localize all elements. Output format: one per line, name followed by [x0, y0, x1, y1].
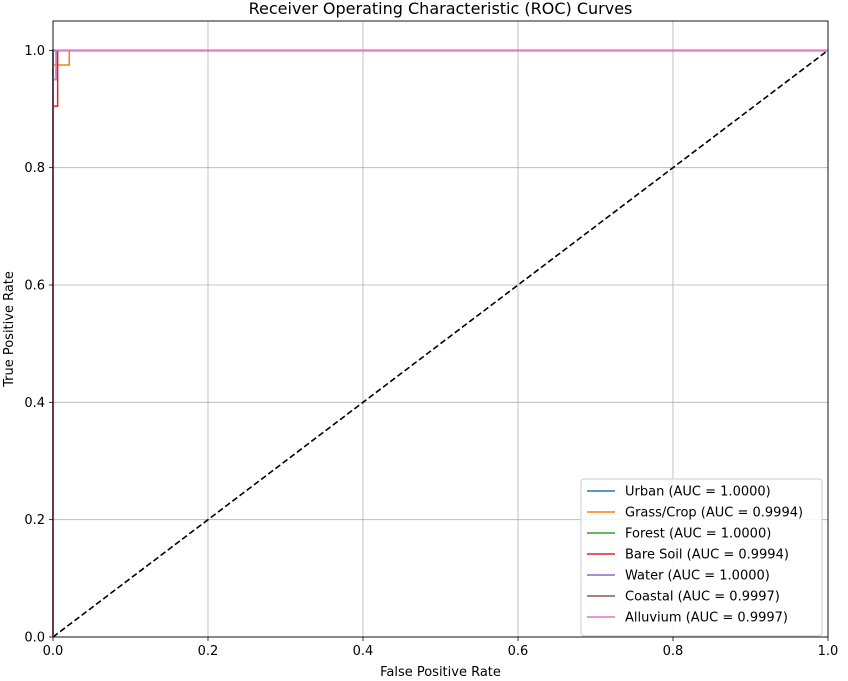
reference-line-group: [52, 49, 829, 638]
x-axis-label: False Positive Rate: [380, 665, 501, 680]
x-tick-label: 0.6: [508, 644, 529, 659]
y-axis-label: True Positive Rate: [2, 271, 17, 388]
legend-label-1: Grass/Crop (AUC = 0.9994): [625, 506, 803, 521]
y-tick-label: 0.0: [24, 631, 45, 646]
x-tick-label: 0.2: [198, 644, 219, 659]
reference-diagonal-line: [52, 49, 829, 638]
x-ticks: 0.0 0.2 0.4 0.6 0.8 1.0: [43, 637, 839, 659]
y-tick-label: 0.6: [24, 279, 45, 294]
legend-box: [580, 478, 823, 637]
y-ticks: 0.0 0.2 0.4 0.6 0.8 1.0: [24, 44, 53, 646]
y-tick-label: 0.8: [24, 161, 45, 176]
legend-label-4: Water (AUC = 1.0000): [625, 569, 770, 584]
y-tick-label: 0.4: [24, 396, 45, 411]
x-tick-label: 0.8: [663, 644, 684, 659]
plot-frame: [52, 20, 829, 638]
legend: Urban (AUC = 1.0000) Grass/Crop (AUC = 0.…: [580, 478, 823, 637]
y-tick-label: 1.0: [24, 44, 45, 59]
x-tick-label: 0.4: [353, 644, 374, 659]
axes-frame: [52, 20, 829, 638]
legend-label-2: Forest (AUC = 1.0000): [625, 527, 771, 542]
legend-label-0: Urban (AUC = 1.0000): [625, 485, 771, 500]
legend-label-5: Coastal (AUC = 0.9997): [625, 590, 780, 605]
y-tick-label: 0.2: [24, 513, 45, 528]
chart-title: Receiver Operating Characteristic (ROC) …: [249, 0, 633, 18]
x-tick-label: 1.0: [818, 644, 839, 659]
legend-label-3: Bare Soil (AUC = 0.9994): [625, 548, 789, 563]
x-tick-label: 0.0: [43, 644, 64, 659]
legend-label-6: Alluvium (AUC = 0.9997): [625, 611, 788, 626]
